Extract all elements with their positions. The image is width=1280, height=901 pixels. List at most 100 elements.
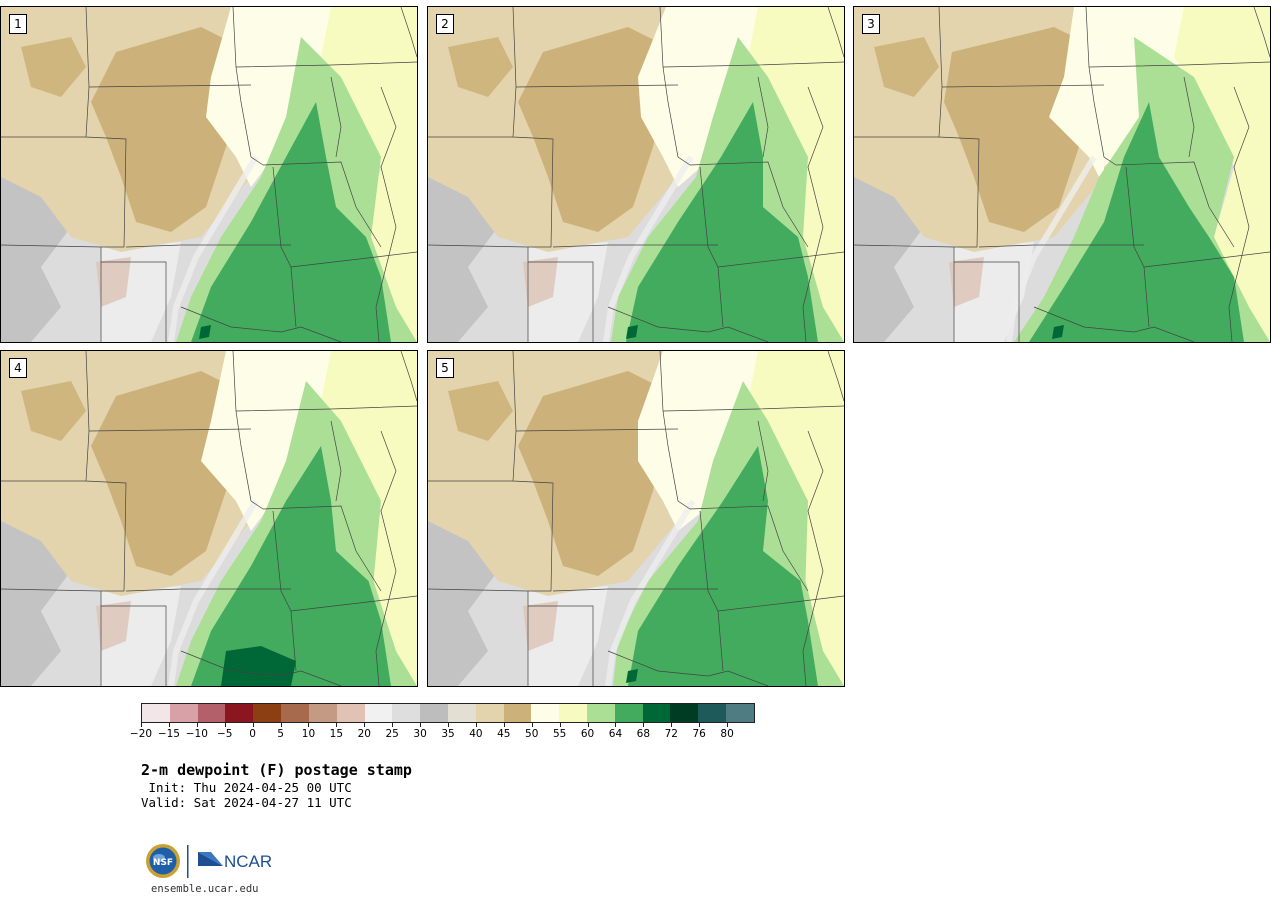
dewpoint-68-region <box>1052 325 1064 339</box>
state-border <box>552 588 609 592</box>
colorbar-tick-mark <box>308 723 310 727</box>
dryline-fringe <box>168 499 259 686</box>
state-border <box>528 261 594 342</box>
nsf-logo-icon: NSF <box>146 844 180 878</box>
state-border <box>607 650 769 686</box>
colorbar-box <box>364 704 393 722</box>
state-border <box>662 405 844 412</box>
state-border <box>515 428 679 432</box>
state-border <box>659 351 691 510</box>
colorbar-box <box>503 704 532 722</box>
state-border <box>1 244 102 342</box>
panel-number-label: 3 <box>862 14 880 34</box>
dewpoint-map-1 <box>1 7 417 342</box>
dewpoint-64-region <box>626 102 818 342</box>
colorbar-tick-mark <box>643 723 645 727</box>
state-border <box>235 61 417 68</box>
state-border <box>689 505 809 592</box>
dewpoint-45-region <box>21 381 86 441</box>
state-border <box>330 76 342 158</box>
state-border <box>180 306 342 342</box>
colorbar-tick-label: 30 <box>413 728 427 740</box>
state-border <box>699 510 724 672</box>
state-border <box>717 251 844 268</box>
state-border <box>125 244 182 248</box>
colorbar-tick-label: 25 <box>385 728 399 740</box>
colorbar <box>141 703 755 723</box>
dewpoint-map-5 <box>428 351 844 686</box>
colorbar-tick-mark <box>141 723 142 727</box>
state-border <box>552 244 609 248</box>
state-border <box>607 306 769 342</box>
very-dry-region <box>96 257 131 307</box>
state-border <box>272 166 297 328</box>
dewpoint-68-region <box>626 669 638 683</box>
panel-number-label: 5 <box>436 358 454 378</box>
stamp-panel-2: 2 <box>427 6 845 343</box>
colorbar-tick-mark <box>420 723 422 727</box>
state-border <box>1228 86 1250 342</box>
dryline-fringe <box>603 155 694 342</box>
dewpoint-64-region <box>1029 102 1244 342</box>
state-border <box>101 605 167 686</box>
colorbar-tick-label: 80 <box>720 728 734 740</box>
panel-number-label: 2 <box>436 14 454 34</box>
colorbar-tick-mark <box>168 723 170 727</box>
colorbar-box <box>281 704 309 722</box>
state-border <box>802 86 824 342</box>
state-border <box>827 351 844 402</box>
dewpoint-45-region <box>91 371 241 576</box>
colorbar-box <box>169 704 198 722</box>
colorbar-tick-mark <box>671 723 673 727</box>
state-border <box>1253 7 1270 58</box>
state-border <box>659 7 691 166</box>
state-border <box>88 428 252 432</box>
colorbar-tick-mark <box>336 723 338 727</box>
logo-divider <box>187 845 189 878</box>
colorbar-tick-label: 72 <box>664 728 678 740</box>
colorbar-box <box>614 704 643 722</box>
colorbar-box <box>253 704 282 722</box>
init-time: Init: Thu 2024-04-25 00 UTC <box>141 780 352 795</box>
state-border <box>235 405 417 412</box>
state-border <box>290 595 417 612</box>
dewpoint-68-region <box>626 325 638 339</box>
state-border <box>699 166 724 328</box>
state-border <box>88 84 252 88</box>
dewpoint-64-region <box>191 102 391 342</box>
colorbar-tick-mark <box>587 723 589 727</box>
dewpoint-68-region <box>221 646 296 686</box>
state-border <box>400 7 417 58</box>
colorbar-tick-label: 40 <box>469 728 483 740</box>
dewpoint-68-region <box>199 325 211 339</box>
colorbar-tick-mark <box>475 723 477 727</box>
dewpoint-45-region <box>448 37 513 97</box>
dryline-fringe <box>605 499 696 686</box>
colorbar-box <box>726 704 754 722</box>
colorbar-tick-mark <box>196 723 198 727</box>
state-border <box>1143 251 1270 268</box>
colorbar-box <box>531 704 560 722</box>
colorbar-tick-mark <box>559 723 561 727</box>
colorbar-tick-label: 0 <box>249 728 256 740</box>
colorbar-tick-label: 10 <box>301 728 316 740</box>
colorbar-tick-label: 35 <box>441 728 455 740</box>
colorbar-tick-mark <box>392 723 394 727</box>
panel-number-label: 4 <box>9 358 27 378</box>
colorbar-box <box>587 704 615 722</box>
colorbar-tick-mark <box>727 723 729 727</box>
state-border <box>1 588 102 686</box>
website-url: ensemble.ucar.edu <box>151 883 259 895</box>
state-border <box>400 351 417 402</box>
state-border <box>757 420 769 502</box>
colorbar-tick-label: 76 <box>692 728 706 740</box>
state-border <box>512 7 554 248</box>
colorbar-tick-label: 50 <box>525 728 539 740</box>
state-border <box>330 420 342 502</box>
state-border <box>375 86 397 342</box>
valid-time: Valid: Sat 2024-04-27 11 UTC <box>141 795 352 810</box>
stamp-panel-1: 1 <box>0 6 418 343</box>
panel-number-label: 1 <box>9 14 27 34</box>
colorbar-box <box>642 704 671 722</box>
colorbar-box <box>308 704 337 722</box>
